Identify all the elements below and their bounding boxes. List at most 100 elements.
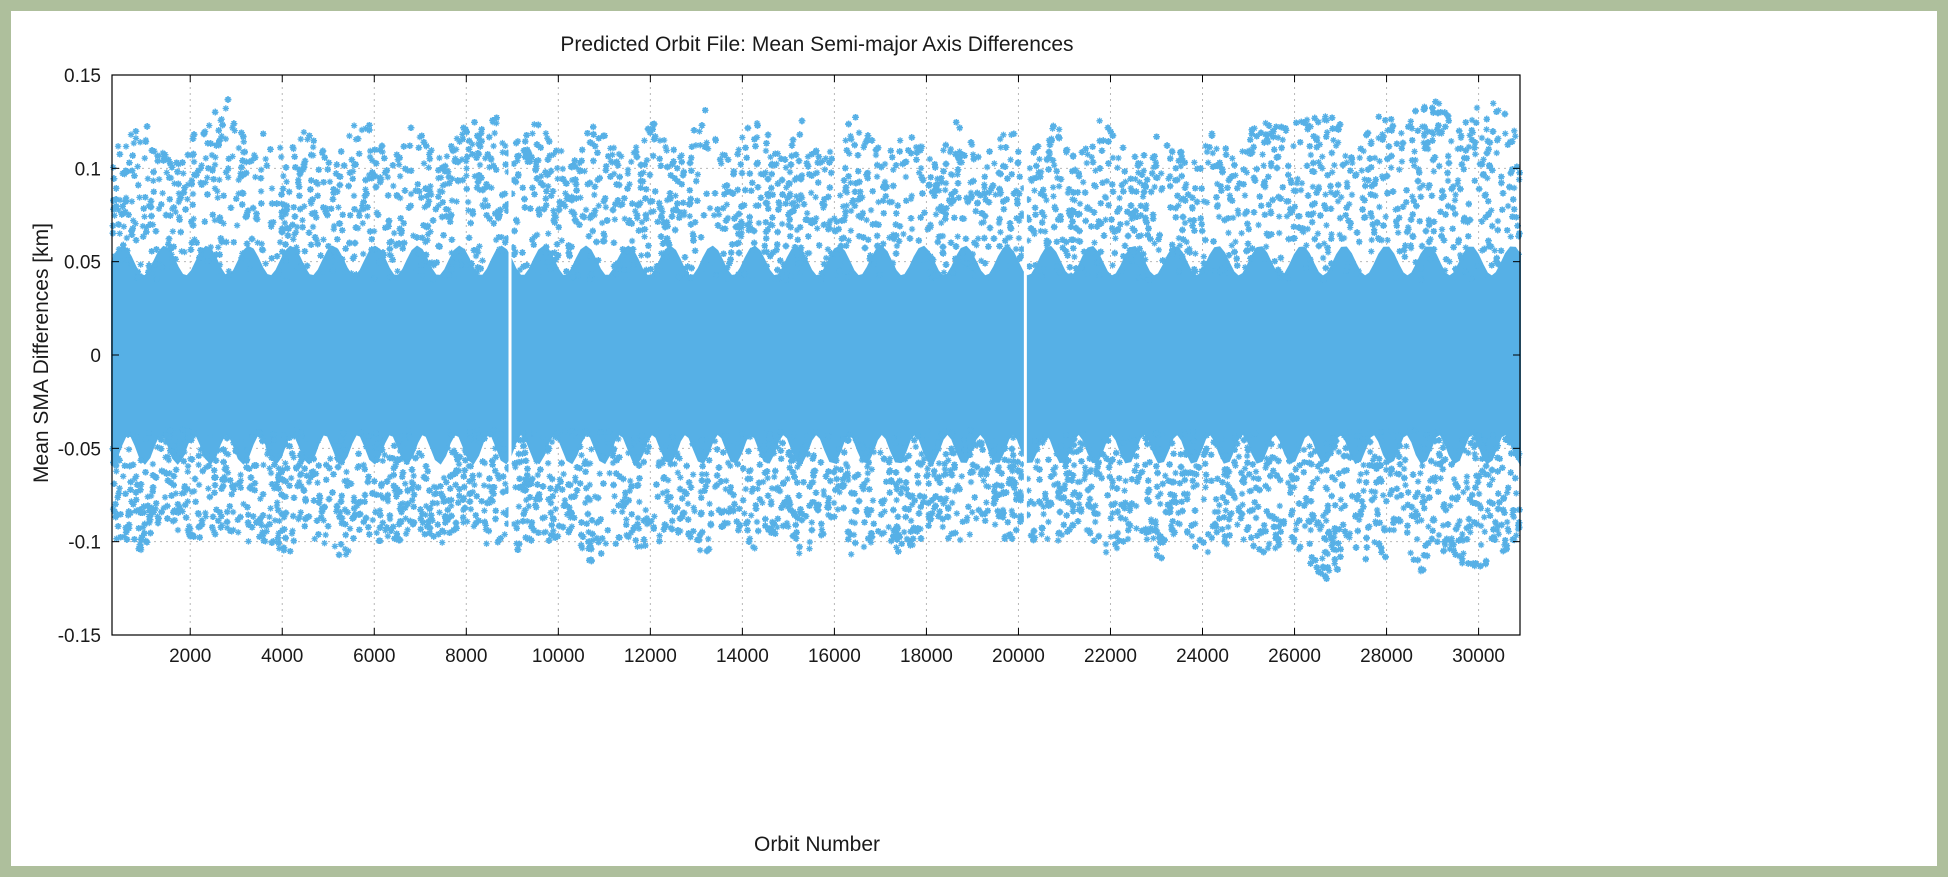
scatter-point	[381, 451, 388, 459]
scatter-point	[912, 443, 919, 451]
scatter-point	[868, 264, 876, 272]
scatter-point	[1186, 245, 1193, 253]
scatter-point	[1225, 229, 1232, 237]
scatter-point	[1467, 523, 1474, 530]
scatter-point	[1127, 184, 1135, 192]
scatter-point	[980, 218, 987, 226]
scatter-point	[1192, 250, 1199, 257]
scatter-point	[1238, 490, 1246, 498]
scatter-point	[826, 148, 834, 156]
scatter-point	[475, 140, 482, 148]
scatter-point	[214, 194, 221, 201]
scatter-point	[330, 222, 338, 230]
scatter-point	[171, 447, 179, 455]
scatter-point	[627, 477, 634, 485]
scatter-point	[938, 179, 945, 186]
scatter-point	[1349, 159, 1356, 167]
scatter-point	[954, 233, 961, 240]
scatter-point	[1343, 532, 1350, 539]
scatter-point	[638, 219, 646, 226]
scatter-point	[521, 433, 529, 440]
scatter-point	[1323, 517, 1330, 524]
scatter-point	[202, 179, 209, 186]
scatter-point	[544, 459, 552, 467]
scatter-point	[1439, 273, 1447, 281]
scatter-point	[831, 215, 838, 222]
scatter-point	[276, 517, 283, 525]
scatter-point	[1232, 238, 1239, 246]
scatter-point	[821, 166, 828, 173]
scatter-point	[827, 255, 835, 263]
scatter-point	[978, 219, 985, 227]
scatter-point	[137, 261, 144, 268]
scatter-point	[168, 251, 175, 258]
scatter-point	[1138, 232, 1145, 239]
scatter-point	[1304, 225, 1311, 233]
scatter-point	[568, 523, 576, 530]
scatter-point	[1200, 496, 1208, 503]
scatter-point	[427, 228, 434, 235]
scatter-point	[482, 526, 490, 533]
scatter-point	[281, 219, 288, 227]
scatter-point	[453, 198, 460, 205]
scatter-point	[512, 484, 519, 491]
scatter-point	[1505, 528, 1512, 535]
scatter-point	[1310, 515, 1317, 523]
scatter-point	[1469, 428, 1477, 436]
scatter-point	[469, 476, 477, 483]
scatter-point	[232, 481, 240, 489]
scatter-point	[1124, 535, 1132, 543]
scatter-point	[775, 487, 782, 494]
scatter-point	[184, 468, 191, 475]
scatter-point	[1012, 187, 1020, 194]
scatter-point	[945, 457, 952, 464]
scatter-point	[1384, 429, 1392, 437]
scatter-point	[1331, 560, 1338, 567]
scatter-point	[630, 149, 638, 156]
scatter-point	[861, 141, 868, 149]
scatter-point	[610, 144, 618, 152]
scatter-point	[686, 213, 693, 220]
scatter-point	[1152, 521, 1160, 528]
scatter-point	[1331, 162, 1338, 169]
scatter-point	[128, 498, 135, 505]
scatter-point	[184, 462, 192, 470]
scatter-point	[706, 500, 713, 508]
scatter-point	[251, 151, 258, 159]
scatter-point	[266, 513, 273, 521]
scatter-point	[190, 158, 198, 165]
scatter-point	[889, 259, 897, 267]
scatter-point	[1041, 213, 1048, 220]
scatter-point	[1252, 468, 1260, 475]
scatter-point	[143, 224, 150, 231]
scatter-point	[152, 505, 159, 513]
scatter-point	[202, 464, 210, 471]
scatter-point	[1214, 508, 1222, 515]
scatter-point	[767, 153, 774, 161]
scatter-point	[1275, 213, 1283, 220]
scatter-point	[845, 237, 852, 244]
scatter-point	[544, 258, 552, 266]
scatter-point	[589, 537, 597, 544]
scatter-point	[632, 208, 639, 215]
scatter-point	[1036, 156, 1043, 163]
scatter-point	[358, 126, 366, 134]
scatter-point	[141, 154, 148, 162]
scatter-point	[435, 174, 442, 182]
scatter-point	[718, 160, 725, 167]
scatter-point	[621, 215, 628, 223]
scatter-point	[643, 157, 651, 164]
scatter-point	[1355, 452, 1362, 460]
scatter-point	[225, 268, 232, 275]
scatter-point	[878, 530, 885, 538]
scatter-point	[885, 523, 892, 531]
scatter-point	[364, 212, 371, 220]
scatter-point	[748, 488, 756, 496]
scatter-point	[525, 503, 532, 510]
scatter-point	[335, 204, 342, 211]
scatter-point	[309, 143, 317, 151]
scatter-point	[1224, 481, 1231, 488]
scatter-point	[1343, 159, 1350, 166]
scatter-point	[890, 166, 897, 174]
scatter-point	[776, 202, 783, 209]
